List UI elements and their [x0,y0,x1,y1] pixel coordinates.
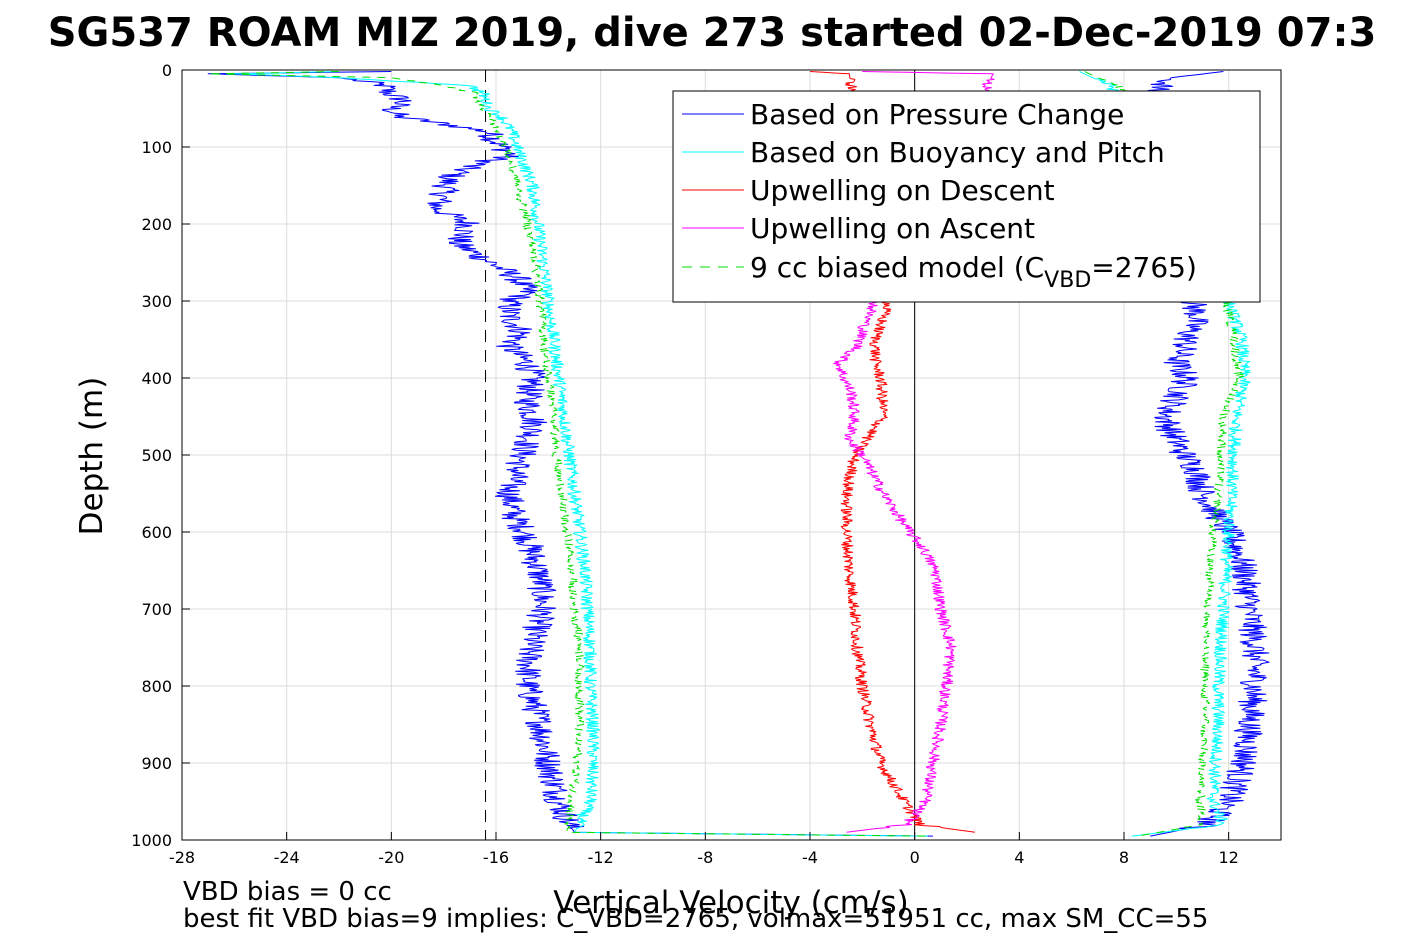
legend-biased-subscript: VBD [1044,268,1091,293]
y-tick-label: 200 [141,215,172,234]
y-tick-label: 100 [141,138,172,157]
x-tick-label: -16 [483,848,509,867]
series-line-9-cc-biased-model-c-vbd-2765-descent [207,71,928,837]
x-tick-label: 4 [1014,848,1024,867]
legend-biased-tail: =2765) [1091,251,1197,284]
x-tick-label: 12 [1218,848,1238,867]
x-tick-label: -24 [274,848,300,867]
legend-label-buoyancy: Based on Buoyancy and Pitch [750,136,1165,169]
plot-area [207,70,1270,840]
x-axis-label: Vertical Velocity (cm/s) [553,885,908,921]
y-tick-label: 700 [141,600,172,619]
y-tick-label: 1000 [131,831,172,850]
x-tick-label: -12 [588,848,614,867]
y-tick-label: 600 [141,523,172,542]
y-tick-label: 300 [141,292,172,311]
y-tick-label: 500 [141,446,172,465]
vbd-bias-note: VBD bias = 0 cc [183,877,392,907]
chart-title: SG537 ROAM MIZ 2019, dive 273 started 02… [48,10,1377,56]
series-line-based-on-buoyancy-and-pitch-descent [233,71,928,837]
legend-biased-main: 9 cc biased model (C [750,251,1044,284]
legend-box [672,90,1261,303]
y-tick-label: 800 [141,677,172,696]
x-tick-label: -28 [169,848,195,867]
y-tick-label: 0 [162,61,172,80]
best-fit-note: best fit VBD bias=9 implies: C_VBD=2765,… [183,904,1208,934]
legend-label-upwelling-ascent: Upwelling on Ascent [750,212,1035,245]
axis-ticks: -28 -24 -20 -16 -12 -8 -4 0 4 8 12 0 100 200 300 400 500… [131,61,1239,867]
legend-label-upwelling-descent: Upwelling on Descent [750,174,1055,207]
x-tick-label: -20 [378,848,404,867]
x-tick-label: 0 [910,848,920,867]
x-tick-label: 8 [1119,848,1129,867]
legend-label-biased-model: 9 cc biased model (CVBD=2765) [750,251,1197,293]
y-tick-label: 400 [141,369,172,388]
legend: Based on Pressure Change Based on Buoyan… [672,90,1261,303]
y-axis-label: Depth (m) [74,377,110,536]
x-tick-label: -8 [697,848,713,867]
legend-label-pressure: Based on Pressure Change [750,98,1124,131]
x-tick-label: -4 [802,848,818,867]
series-line-based-on-pressure-change-descent [207,71,934,837]
y-tick-label: 900 [141,754,172,773]
